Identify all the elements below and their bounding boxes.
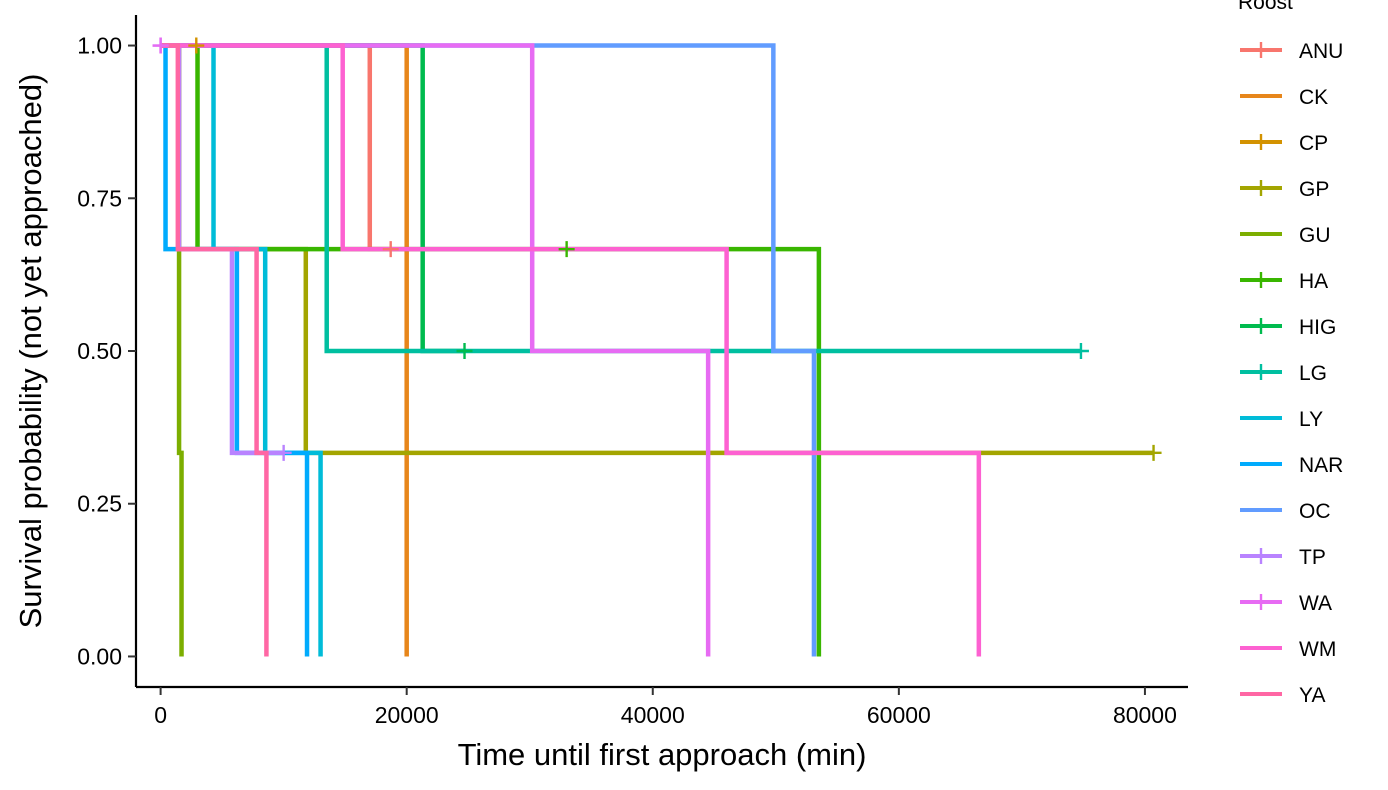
curve-hig bbox=[160, 43, 465, 354]
legend-title: Roost bbox=[1238, 0, 1293, 14]
legend-label-ha: HA bbox=[1299, 270, 1328, 293]
censor-mark-ha bbox=[558, 241, 575, 258]
censor-mark-tp bbox=[275, 444, 292, 461]
legend-label-nar: NAR bbox=[1299, 454, 1343, 477]
survival-curves bbox=[160, 43, 1154, 657]
legend-label-oc: OC bbox=[1299, 500, 1331, 523]
y-tick-label: 0.00 bbox=[77, 643, 122, 669]
legend-label-cp: CP bbox=[1299, 132, 1328, 155]
curve-lg bbox=[160, 43, 1081, 354]
legend-label-wm: WM bbox=[1299, 638, 1336, 661]
y-tick-label: 1.00 bbox=[77, 33, 122, 59]
y-axis-title: Survival probability (not yet approached… bbox=[13, 74, 48, 629]
censor-mark-hig bbox=[456, 343, 473, 359]
legend-label-tp: TP bbox=[1299, 546, 1326, 569]
x-tick-label: 60000 bbox=[867, 702, 931, 728]
censor-mark-anu bbox=[382, 241, 399, 258]
x-tick-label: 80000 bbox=[1113, 702, 1177, 728]
legend-label-wa: WA bbox=[1299, 592, 1332, 615]
curve-ya bbox=[160, 43, 269, 657]
censor-mark-lg bbox=[1072, 343, 1089, 359]
y-tick-label: 0.50 bbox=[77, 338, 122, 364]
curve-ly bbox=[160, 43, 323, 657]
legend-label-ly: LY bbox=[1299, 408, 1323, 431]
legend-label-ya: YA bbox=[1299, 684, 1325, 707]
censor-mark-cp bbox=[188, 37, 205, 54]
censor-mark-gp bbox=[1145, 444, 1162, 461]
curve-wm bbox=[160, 43, 982, 657]
legend: Roost ANU CK CP GP GU HA HIG LG LY NAR OC TP WA WM YA bbox=[1238, 0, 1343, 707]
curve-anu bbox=[160, 43, 391, 252]
legend-label-anu: ANU bbox=[1299, 40, 1343, 63]
x-tick-label: 20000 bbox=[375, 702, 439, 728]
curve-wa bbox=[160, 43, 711, 657]
censor-marks bbox=[152, 37, 1162, 461]
legend-label-hig: HIG bbox=[1299, 316, 1336, 339]
legend-label-gu: GU bbox=[1299, 224, 1331, 247]
censor-mark-wa bbox=[152, 37, 169, 54]
y-tick-label: 0.75 bbox=[77, 185, 122, 211]
x-axis-title: Time until first approach (min) bbox=[458, 737, 867, 772]
axes: 0.00 0.25 0.50 0.75 1.00 0 20000 40000 60000 8000… bbox=[77, 15, 1188, 728]
y-tick-label: 0.25 bbox=[77, 491, 122, 517]
x-tick-label: 0 bbox=[154, 702, 167, 728]
x-tick-label: 40000 bbox=[621, 702, 685, 728]
legend-label-lg: LG bbox=[1299, 362, 1327, 385]
legend-label-ck: CK bbox=[1299, 86, 1328, 109]
legend-label-gp: GP bbox=[1299, 178, 1329, 201]
